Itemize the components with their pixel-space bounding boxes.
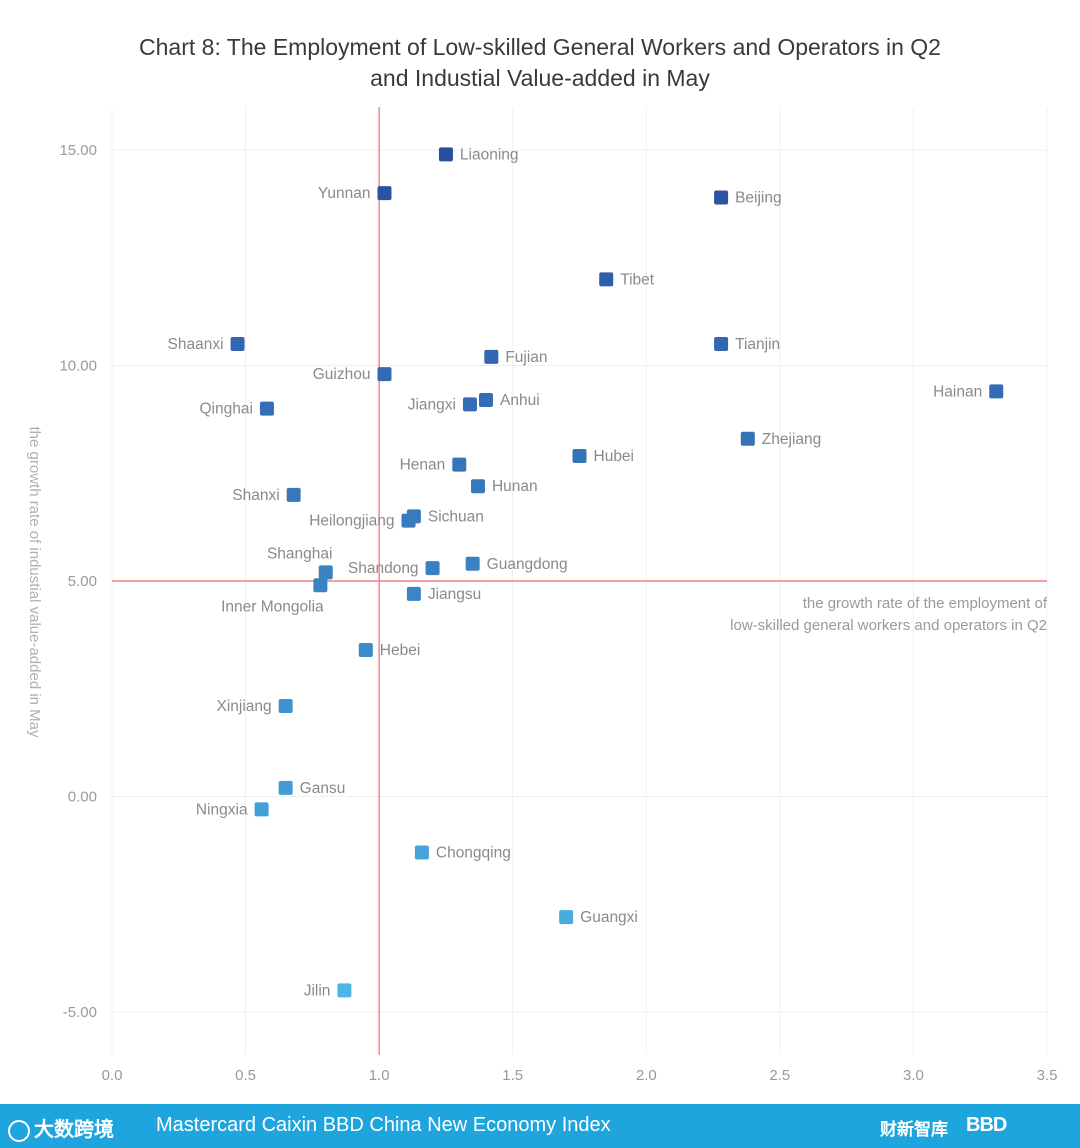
data-point [462, 397, 477, 412]
data-label: Hunan [492, 478, 538, 495]
data-label: Henan [400, 457, 446, 474]
data-label: Anhui [500, 392, 540, 409]
x-tick-label: 2.5 [769, 1067, 790, 1084]
data-point [452, 457, 467, 472]
x-axis-title-line-2: low-skilled general workers and operator… [730, 617, 1047, 634]
data-point [230, 337, 245, 351]
x-tick-label: 3.0 [903, 1067, 924, 1084]
data-point [465, 556, 480, 571]
data-point [425, 561, 440, 576]
data-point [559, 910, 574, 925]
chart-title: Chart 8: The Employment of Low-skilled G… [0, 32, 1080, 94]
data-label: Sichuan [428, 508, 484, 525]
bbd-logo: BBD [966, 1114, 1007, 1136]
data-point [337, 983, 352, 998]
data-label: Yunnan [318, 185, 371, 202]
data-point [714, 190, 729, 205]
data-label: Guangxi [580, 909, 638, 926]
data-point [572, 449, 587, 464]
data-label: Chongqing [436, 844, 511, 861]
caixin-logo: 财新智库 [880, 1120, 948, 1139]
data-point [414, 845, 429, 860]
data-point [989, 384, 1004, 399]
chart-title-line-2: and Industial Value-added in May [370, 65, 710, 91]
data-label: Liaoning [460, 146, 519, 163]
x-axis-title-line-1: the growth rate of the employment of [803, 595, 1048, 612]
data-label: Guangdong [487, 556, 568, 573]
data-label: Heilongjiang [309, 513, 394, 530]
data-point [438, 147, 453, 162]
data-label: Hebei [380, 642, 421, 659]
data-label: Zhejiang [762, 431, 821, 448]
data-label: Ningxia [196, 801, 248, 818]
data-point [377, 186, 392, 201]
data-point [740, 431, 755, 446]
footer-title: Mastercard Caixin BBD China New Economy … [156, 1114, 611, 1136]
data-label: Guizhou [313, 366, 371, 383]
data-point [714, 337, 729, 351]
y-tick-label: 15.00 [59, 142, 97, 159]
x-tick-label: 3.5 [1037, 1067, 1058, 1084]
logo-left-text: 大数跨境 [34, 1119, 114, 1141]
y-tick-label: 0.00 [68, 788, 97, 805]
data-point [479, 393, 493, 408]
data-point [313, 578, 328, 593]
y-tick-label: 10.00 [59, 358, 97, 375]
data-point [406, 586, 421, 601]
dashujujing-logo: 大数跨境 [8, 1113, 114, 1142]
scatter-chart: 0.0 0.5 1.0 1.5 2.0 2.5 3.0 3.5 -5.00 0.00 5.00 10.… [26, 107, 1058, 1084]
x-tick-label: 1.5 [502, 1067, 523, 1084]
data-label: Jilin [304, 982, 331, 999]
data-point [377, 367, 392, 382]
data-point [318, 565, 333, 580]
data-point [278, 698, 293, 713]
data-point [484, 349, 499, 364]
data-label: Tibet [620, 271, 655, 288]
data-label: Shandong [348, 560, 419, 577]
data-label: Fujian [505, 349, 547, 366]
data-label: Jiangsu [428, 586, 481, 603]
data-label: Shaanxi [168, 336, 224, 353]
data-point [599, 272, 614, 287]
data-label: Hubei [594, 448, 635, 465]
x-tick-label: 0.0 [102, 1067, 123, 1084]
data-label: Tianjin [735, 336, 780, 353]
data-label: Hainan [933, 383, 982, 400]
data-point [259, 401, 274, 416]
data-label: Inner Mongolia [221, 598, 324, 615]
x-tick-label: 1.0 [369, 1067, 390, 1084]
data-label: Qinghai [200, 401, 253, 418]
data-label: Beijing [735, 189, 782, 206]
y-tick-label: 5.00 [68, 573, 97, 590]
y-tick-label: -5.00 [63, 1004, 97, 1021]
data-point [286, 487, 301, 502]
data-label: Gansu [300, 780, 346, 797]
x-tick-label: 2.0 [636, 1067, 657, 1084]
logo-ring-icon [8, 1119, 30, 1142]
data-label: Jiangxi [408, 396, 456, 413]
data-point [358, 642, 373, 657]
data-label: Shanghai [267, 545, 333, 562]
chart-title-line-1: Chart 8: The Employment of Low-skilled G… [139, 34, 941, 60]
footer-bar: 大数跨境 Mastercard Caixin BBD China New Eco… [0, 1104, 1080, 1148]
x-tick-label: 0.5 [235, 1067, 256, 1084]
data-point [278, 780, 293, 795]
data-point [401, 513, 416, 528]
y-axis-title: the growth rate of industial value-added… [26, 426, 43, 738]
data-label: Xinjiang [216, 698, 271, 715]
data-label: Shanxi [232, 487, 279, 504]
data-point [470, 479, 485, 494]
data-point [254, 802, 269, 817]
